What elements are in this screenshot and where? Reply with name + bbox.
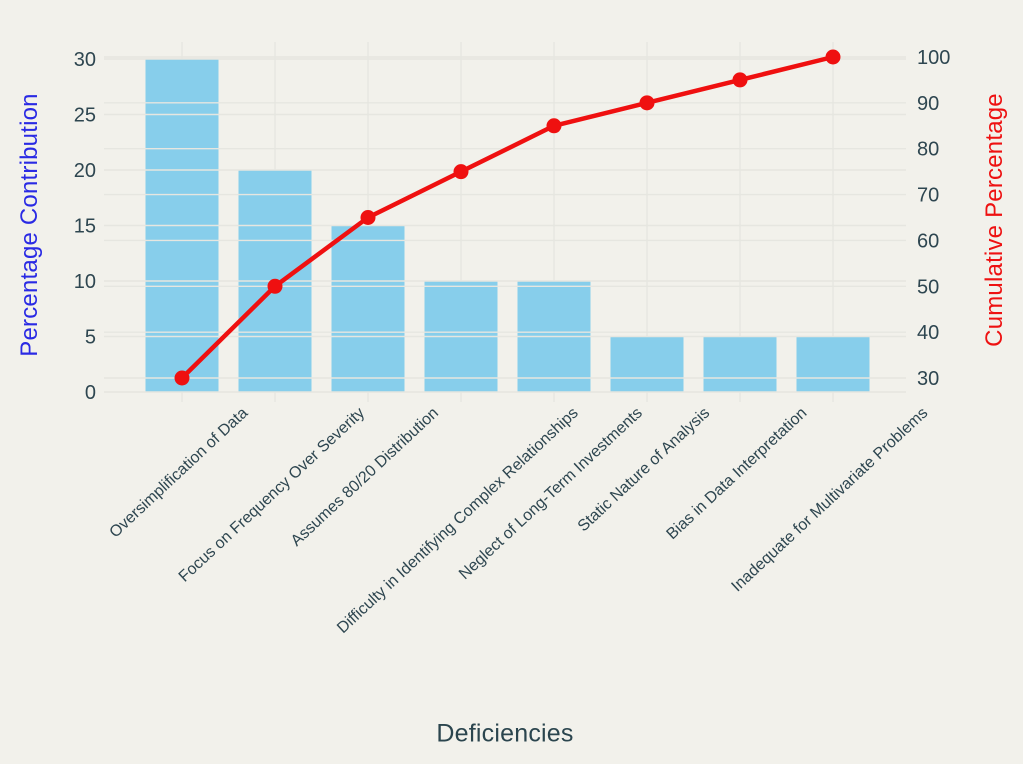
cumulative-point-1: [267, 278, 283, 294]
right-tick-label: 80: [917, 139, 939, 161]
x-tick-label: Difficulty in Identifying Complex Relati…: [334, 404, 581, 636]
left-tick-label: 10: [74, 271, 96, 293]
right-axis-title: Cumulative Percentage: [981, 93, 1008, 347]
right-tick-label: 60: [917, 230, 939, 252]
bar-5: [610, 336, 684, 392]
cumulative-line: [179, 54, 836, 381]
x-tick-label: Inadequate for Multivariate Problems: [729, 404, 932, 595]
cumulative-point-7: [825, 49, 841, 65]
right-tick-label: 30: [917, 368, 939, 390]
right-tick-label: 100: [917, 47, 950, 69]
right-tick-label: 70: [917, 185, 939, 207]
bar-6: [703, 336, 777, 392]
cumulative-point-6: [732, 72, 748, 88]
x-axis-title: Deficiencies: [436, 719, 574, 748]
cumulative-point-4: [546, 118, 562, 134]
left-tick-label: 25: [74, 105, 96, 127]
cumulative-point-0: [174, 370, 190, 386]
left-tick-label: 0: [85, 382, 96, 404]
left-tick-label: 20: [74, 160, 96, 182]
bar-7: [796, 336, 870, 392]
left-axis-title: Percentage Contribution: [16, 93, 43, 357]
right-tick-label: 50: [917, 276, 939, 298]
cumulative-point-5: [639, 95, 655, 111]
left-tick-label: 5: [85, 327, 96, 349]
x-tick-label: Assumes 80/20 Distribution: [288, 404, 442, 549]
right-tick-label: 40: [917, 322, 939, 344]
horizontal-gridlines: [104, 56, 906, 393]
x-tick-label: Oversimplification of Data: [106, 404, 251, 541]
bar-2: [331, 225, 405, 392]
left-tick-label: 30: [74, 49, 96, 71]
right-tick-label: 90: [917, 93, 939, 115]
cumulative-point-2: [360, 210, 376, 225]
left-tick-label: 15: [74, 216, 96, 238]
cumulative-point-3: [453, 164, 469, 180]
cumulative-line-group: [174, 49, 841, 386]
